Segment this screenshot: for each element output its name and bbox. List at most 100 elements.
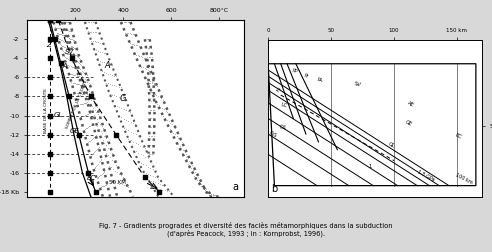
Point <box>196 177 204 181</box>
Point <box>79 75 87 79</box>
Text: GE: GE <box>404 119 413 127</box>
Point <box>78 91 86 96</box>
Point <box>181 150 188 154</box>
Point <box>104 72 112 76</box>
Point <box>123 20 130 24</box>
Point <box>54 20 62 24</box>
Point <box>197 182 205 186</box>
Point <box>57 32 64 36</box>
Point <box>146 72 154 76</box>
Point <box>65 71 73 75</box>
Point <box>197 184 205 188</box>
Point <box>87 90 94 94</box>
Point <box>142 46 150 50</box>
Point <box>93 176 101 180</box>
Point <box>87 155 94 159</box>
Point <box>157 96 165 100</box>
Point <box>166 127 174 131</box>
Point <box>64 28 72 32</box>
Point <box>67 64 75 68</box>
Point <box>102 136 110 140</box>
Point <box>163 110 171 114</box>
Point <box>144 64 152 68</box>
Point <box>129 42 137 46</box>
Point <box>136 144 144 148</box>
Point <box>62 28 70 32</box>
Point <box>145 55 153 59</box>
Point <box>77 91 85 96</box>
Point <box>94 58 102 62</box>
Point <box>82 126 90 130</box>
Point <box>99 184 107 188</box>
Point <box>147 79 154 83</box>
Point <box>176 138 184 142</box>
Point <box>156 195 164 199</box>
Point <box>70 52 78 56</box>
Point <box>165 195 173 199</box>
Point <box>70 46 78 50</box>
Point <box>70 60 78 65</box>
Point <box>90 135 98 139</box>
Point <box>54 36 62 40</box>
Point <box>144 68 152 72</box>
Point <box>136 135 144 139</box>
Point <box>93 117 101 121</box>
Point <box>62 56 70 60</box>
Point <box>108 63 116 67</box>
Point <box>95 127 103 131</box>
Point <box>134 159 142 163</box>
Point <box>73 59 81 63</box>
Point <box>142 76 150 80</box>
Point <box>80 101 88 105</box>
Point <box>129 121 137 125</box>
Point <box>210 193 218 197</box>
Point <box>147 99 155 103</box>
Point <box>195 180 203 184</box>
Point <box>79 114 87 118</box>
Point <box>156 178 164 182</box>
Point <box>92 40 100 44</box>
Point <box>145 78 153 82</box>
Point <box>75 56 83 60</box>
Point <box>122 184 130 188</box>
Point <box>80 114 88 118</box>
Point <box>133 43 141 47</box>
Point <box>183 152 190 156</box>
Point <box>146 99 154 103</box>
Point <box>101 183 109 187</box>
Point <box>194 175 202 179</box>
Point <box>85 89 93 93</box>
Point <box>81 72 89 76</box>
Point <box>58 44 66 48</box>
Point <box>86 111 94 115</box>
Point <box>104 195 112 199</box>
Point <box>152 180 159 184</box>
Point <box>127 130 135 134</box>
Point <box>70 66 78 70</box>
Point <box>92 20 99 24</box>
Point <box>100 195 108 199</box>
Point <box>120 107 127 111</box>
Point <box>100 195 108 199</box>
Point <box>89 20 96 24</box>
Point <box>88 152 96 156</box>
Point <box>59 27 67 31</box>
Point <box>136 64 144 68</box>
Point <box>91 108 98 112</box>
Point <box>126 41 134 45</box>
Point <box>84 87 92 91</box>
Point <box>147 125 155 129</box>
Point <box>160 107 168 111</box>
Point <box>92 48 100 52</box>
Point <box>86 124 94 128</box>
Point <box>63 47 71 51</box>
Point <box>87 98 95 102</box>
Point <box>159 98 167 102</box>
Point <box>127 138 135 142</box>
Point <box>191 170 199 174</box>
Point <box>103 52 111 56</box>
Point <box>215 195 223 199</box>
Point <box>63 63 71 67</box>
Point <box>127 195 135 199</box>
Point <box>74 74 82 78</box>
